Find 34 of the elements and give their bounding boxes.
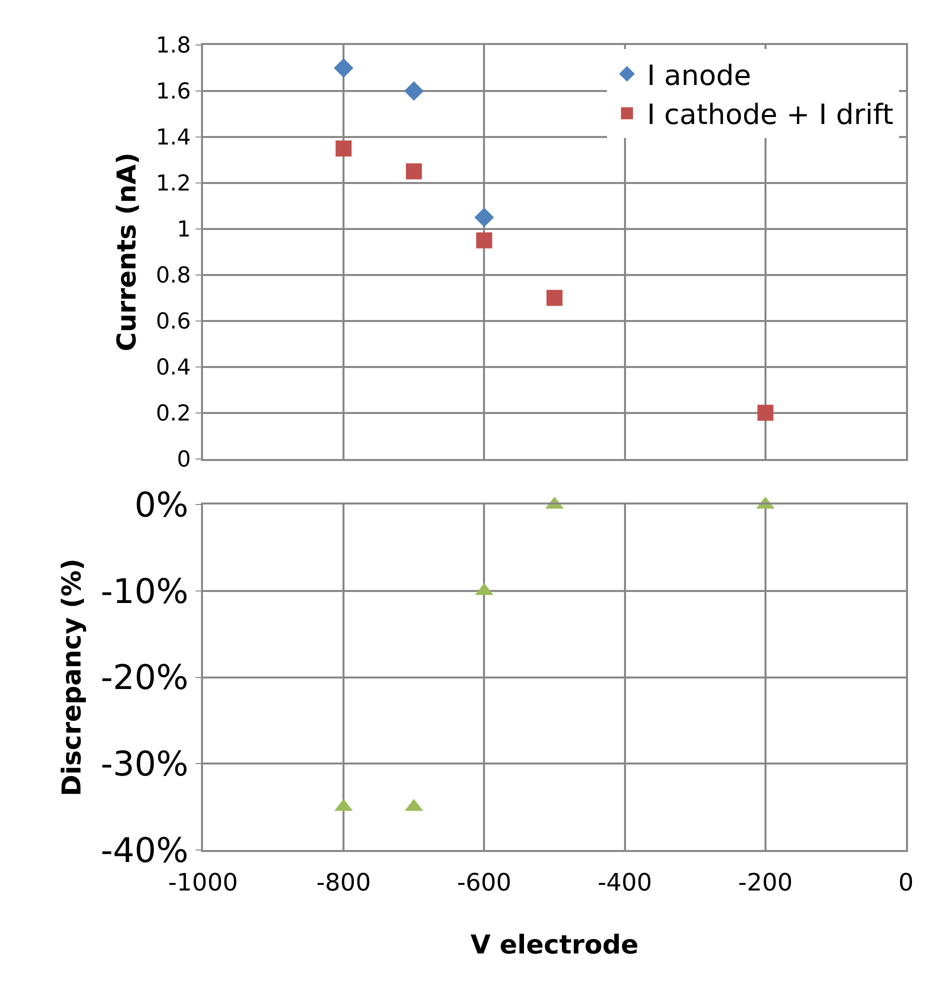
x-tick-label: -400: [598, 868, 652, 897]
y-tick-label: -30%: [100, 744, 188, 785]
x-tick-label: -200: [738, 868, 793, 897]
point: [476, 232, 492, 248]
y-tick-label: 1.2: [156, 172, 191, 197]
y-tick-label: 0.8: [156, 264, 191, 289]
y-tick-label: 1.6: [156, 80, 191, 105]
y-tick-label: 0.4: [156, 356, 191, 381]
x-axis-title: V electrode: [470, 930, 639, 961]
point: [336, 140, 352, 156]
x-tick-label: -1000: [168, 868, 238, 897]
point: [757, 404, 774, 421]
x-tick-label: -600: [456, 868, 512, 897]
x-tick-label: -800: [316, 868, 371, 897]
y-tick-label: -10%: [100, 572, 188, 612]
y-axis-title: Discrepancy (%): [58, 558, 88, 796]
y-tick-label: 0.2: [156, 402, 191, 426]
y-tick-label: -40%: [100, 830, 188, 871]
point: [474, 208, 494, 228]
y-axis-title: Currents (nA): [112, 152, 143, 352]
legend-label: I cathode + I drift: [646, 98, 894, 132]
y-tick-label: -20%: [100, 658, 188, 698]
y-tick-label: 1: [176, 218, 191, 243]
y-tick-label: 1.8: [156, 34, 191, 59]
y-tick-label: 0%: [134, 486, 188, 526]
point: [404, 81, 424, 101]
x-tick-label: 0: [898, 868, 914, 897]
point: [334, 58, 354, 78]
y-tick-label: 0: [176, 447, 191, 472]
y-tick-label: 1.4: [156, 126, 191, 151]
point: [406, 163, 422, 180]
point: [546, 290, 562, 306]
legend-label: I anode: [646, 58, 752, 92]
y-tick-label: 0.6: [156, 310, 191, 335]
